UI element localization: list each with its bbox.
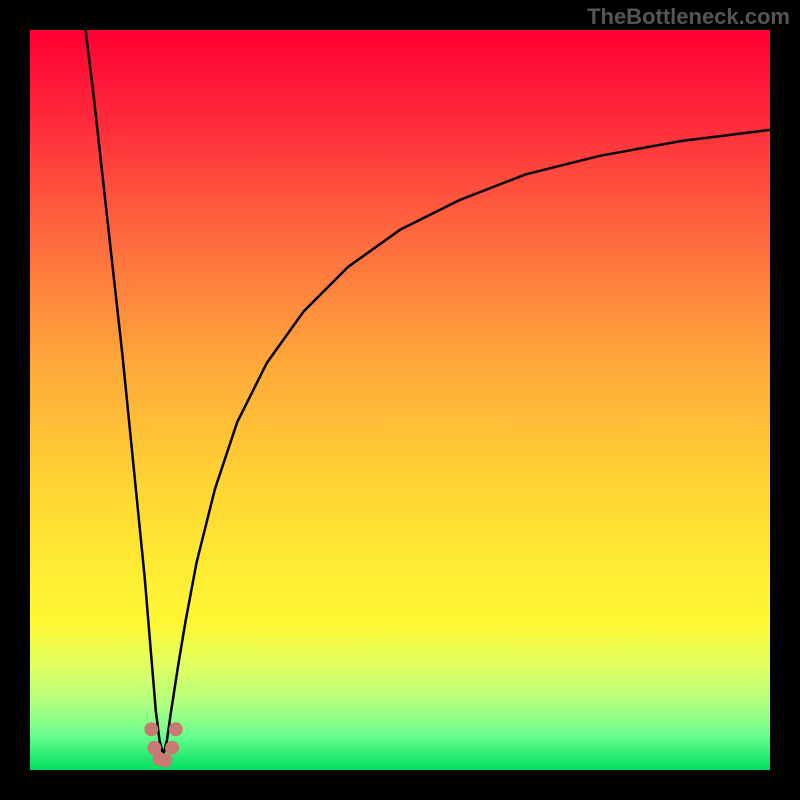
marker-dot	[165, 741, 179, 755]
marker-dot	[144, 722, 158, 736]
watermark-text: TheBottleneck.com	[587, 4, 790, 30]
gradient-background	[30, 30, 770, 770]
marker-dot	[158, 753, 172, 767]
bottleneck-chart-svg	[0, 0, 800, 800]
marker-dot	[169, 722, 183, 736]
chart-container: TheBottleneck.com	[0, 0, 800, 800]
